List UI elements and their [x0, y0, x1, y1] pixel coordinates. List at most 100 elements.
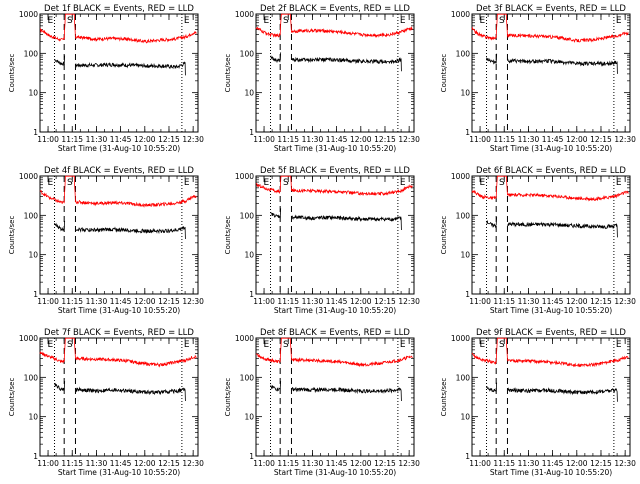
x-tick-label: 11:15 — [277, 459, 299, 468]
x-tick-label: 12:30 — [398, 297, 420, 306]
x-tick-label: 11:15 — [277, 297, 299, 306]
e-marker-label: E — [480, 178, 486, 188]
x-tick-label: 12:15 — [374, 297, 396, 306]
y-tick-label: 100 — [24, 49, 39, 58]
s-marker-label: S — [499, 178, 505, 188]
events-series-line — [486, 382, 618, 402]
e-marker-label: E — [616, 178, 622, 188]
x-tick-label: 12:15 — [590, 135, 612, 144]
x-tick-label: 12:00 — [350, 135, 372, 144]
x-tick-label: 12:30 — [182, 459, 204, 468]
y-tick-label: 1 — [465, 290, 470, 299]
y-tick-label: 10 — [244, 413, 254, 422]
x-tick-label: 12:00 — [566, 459, 588, 468]
y-tick-label: 1000 — [451, 172, 470, 181]
x-tick-label: 11:00 — [37, 297, 59, 306]
x-tick-label: 12:00 — [134, 297, 156, 306]
y-axis-label: Counts/sec — [440, 378, 448, 417]
x-tick-label: 11:45 — [542, 135, 564, 144]
x-tick-label: 11:00 — [37, 459, 59, 468]
e-marker-label: E — [184, 16, 190, 26]
x-tick-label: 12:15 — [158, 135, 180, 144]
y-tick-label: 10 — [244, 251, 254, 260]
y-axis-label: Counts/sec — [440, 216, 448, 255]
x-axis-label: Start Time (31-Aug-10 10:55:20) — [58, 468, 180, 477]
x-tick-label: 11:00 — [37, 135, 59, 144]
y-tick-label: 100 — [24, 373, 39, 382]
x-axis-label: Start Time (31-Aug-10 10:55:20) — [274, 468, 396, 477]
y-tick-label: 100 — [456, 49, 471, 58]
plot-frame — [39, 175, 199, 295]
x-axis-label: Start Time (31-Aug-10 10:55:20) — [274, 306, 396, 315]
plot-frame — [39, 337, 199, 457]
e-marker-label: E — [184, 340, 190, 350]
x-tick-label: 12:00 — [350, 459, 372, 468]
panel-det-5f: Det 5f BLACK = Events, RED = LLD 1 10 100 10… — [224, 166, 420, 315]
x-tick-label: 11:45 — [110, 297, 132, 306]
y-tick-label: 10 — [28, 89, 38, 98]
x-tick-label: 11:00 — [253, 297, 275, 306]
y-tick-label: 10 — [244, 89, 254, 98]
x-axis-label: Start Time (31-Aug-10 10:55:20) — [490, 306, 612, 315]
x-tick-label: 12:30 — [182, 135, 204, 144]
x-axis-label: Start Time (31-Aug-10 10:55:20) — [274, 144, 396, 153]
e-marker-label: E — [616, 340, 622, 350]
x-axis-label: Start Time (31-Aug-10 10:55:20) — [490, 468, 612, 477]
plot-frame — [255, 337, 415, 457]
lld-series-line — [471, 175, 629, 202]
e-marker-label: E — [400, 340, 406, 350]
y-tick-label: 10 — [460, 251, 470, 260]
x-tick-label: 11:45 — [326, 297, 348, 306]
y-tick-label: 1000 — [235, 172, 254, 181]
s-marker-label: S — [283, 16, 289, 26]
panel-title: Det 8f BLACK = Events, RED = LLD — [260, 328, 410, 338]
x-tick-label: 12:15 — [158, 459, 180, 468]
x-tick-label: 12:30 — [614, 459, 636, 468]
x-tick-label: 12:15 — [374, 135, 396, 144]
x-tick-label: 11:15 — [277, 135, 299, 144]
x-tick-label: 12:30 — [398, 135, 420, 144]
y-tick-label: 1 — [249, 290, 254, 299]
s-marker-label: S — [67, 16, 73, 26]
x-tick-label: 11:30 — [302, 459, 324, 468]
y-tick-label: 1 — [249, 452, 254, 461]
x-tick-label: 11:00 — [469, 459, 491, 468]
x-tick-label: 11:30 — [86, 135, 108, 144]
lld-series-line — [255, 13, 413, 38]
x-axis-label: Start Time (31-Aug-10 10:55:20) — [490, 144, 612, 153]
x-tick-label: 12:15 — [374, 459, 396, 468]
y-axis-label: Counts/sec — [224, 216, 232, 255]
x-tick-label: 11:30 — [86, 459, 108, 468]
x-tick-label: 12:00 — [566, 135, 588, 144]
y-axis-label: Counts/sec — [224, 378, 232, 417]
x-tick-label: 11:30 — [302, 135, 324, 144]
y-tick-label: 1 — [33, 290, 38, 299]
x-tick-label: 11:00 — [253, 459, 275, 468]
s-marker-label: S — [499, 340, 505, 350]
panel-title: Det 1f BLACK = Events, RED = LLD — [44, 4, 194, 14]
x-axis-label: Start Time (31-Aug-10 10:55:20) — [58, 144, 180, 153]
plot-frame — [471, 13, 631, 133]
y-tick-label: 10 — [28, 413, 38, 422]
e-marker-label: E — [184, 178, 190, 188]
plot-frame — [39, 13, 199, 133]
panel-title: Det 4f BLACK = Events, RED = LLD — [44, 166, 194, 176]
x-tick-label: 11:45 — [542, 459, 564, 468]
x-tick-label: 12:30 — [614, 135, 636, 144]
y-axis-label: Counts/sec — [440, 54, 448, 93]
x-tick-label: 12:00 — [134, 135, 156, 144]
x-tick-label: 12:30 — [398, 459, 420, 468]
panel-det-8f: Det 8f BLACK = Events, RED = LLD 1 10 100 10… — [224, 328, 420, 477]
y-tick-label: 1000 — [451, 10, 470, 19]
panel-det-9f: Det 9f BLACK = Events, RED = LLD 1 10 100 10… — [440, 328, 636, 477]
x-tick-label: 11:45 — [542, 297, 564, 306]
x-tick-label: 11:45 — [326, 459, 348, 468]
y-axis-label: Counts/sec — [8, 378, 16, 417]
panel-det-2f: Det 2f BLACK = Events, RED = LLD 1 10 100 10… — [224, 4, 420, 153]
y-tick-label: 1 — [33, 452, 38, 461]
y-tick-label: 1000 — [19, 334, 38, 343]
e-marker-label: E — [480, 340, 486, 350]
y-tick-label: 100 — [240, 373, 255, 382]
e-marker-label: E — [400, 16, 406, 26]
y-tick-label: 1 — [249, 128, 254, 137]
